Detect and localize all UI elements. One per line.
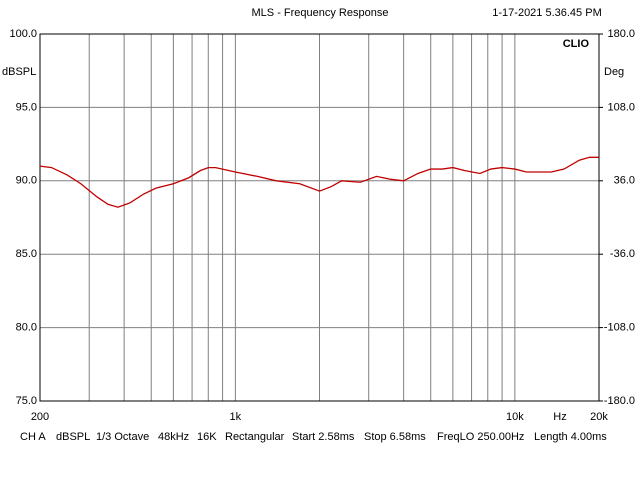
footer-setting: Length 4.00ms xyxy=(534,431,607,443)
footer-setting: 1/3 Octave xyxy=(96,431,149,443)
footer-setting: Rectangular xyxy=(225,431,285,443)
y2-tick-label: -180.0 xyxy=(604,395,635,407)
x-tick-label: 200 xyxy=(31,411,49,423)
y2-tick-label: -108.0 xyxy=(604,322,635,334)
footer-setting: Start 2.58ms xyxy=(292,431,355,443)
timestamp: 1-17-2021 5.36.45 PM xyxy=(492,7,601,19)
y2-tick-label: 180.0 xyxy=(607,28,635,40)
brand: CLIO xyxy=(563,38,590,50)
x-unit-label: Hz xyxy=(553,411,566,423)
footer-setting: FreqLO 250.00Hz xyxy=(437,431,524,443)
y2-tick-label: -36.0 xyxy=(610,248,635,260)
y-tick-label: 95.0 xyxy=(16,101,37,113)
y-tick-label: 85.0 xyxy=(16,248,37,260)
y2-tick-label: 108.0 xyxy=(607,101,635,113)
y-tick-label: 80.0 xyxy=(16,322,37,334)
y2-tick-label: 36.0 xyxy=(614,175,635,187)
footer-setting: dBSPL xyxy=(56,431,90,443)
x-tick-label: 1k xyxy=(230,411,242,423)
plot-frame xyxy=(39,33,600,402)
footer-setting: 16K xyxy=(197,431,217,443)
chart-title: MLS - Frequency Response xyxy=(252,7,389,19)
y2-axis-label: Deg xyxy=(604,66,624,78)
y-axis-label: dBSPL xyxy=(2,66,36,78)
footer-setting: Stop 6.58ms xyxy=(364,431,426,443)
response-curve xyxy=(39,156,599,208)
x-tick-label: 10k xyxy=(506,411,524,423)
y-tick-label: 100.0 xyxy=(9,28,37,40)
y-tick-label: 75.0 xyxy=(16,395,37,407)
y-tick-label: 90.0 xyxy=(16,175,37,187)
x-tick-label: 20k xyxy=(590,411,608,423)
footer-setting: CH A xyxy=(20,431,46,443)
footer-setting: 48kHz xyxy=(158,431,189,443)
